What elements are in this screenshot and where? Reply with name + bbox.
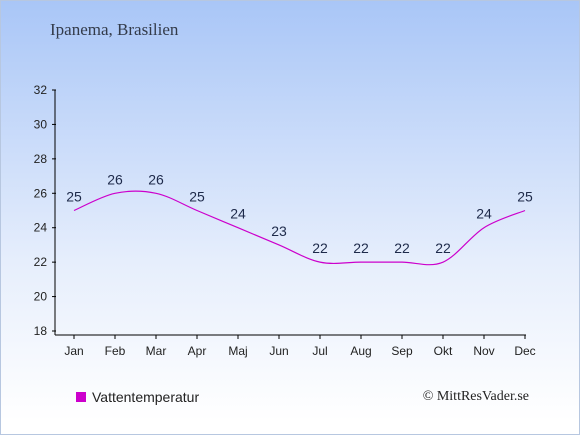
y-tick-label: 32 xyxy=(34,83,48,97)
legend: Vattentemperatur xyxy=(76,389,199,405)
x-tick-label: Aug xyxy=(350,344,371,358)
water-temperature-line xyxy=(73,190,526,266)
y-tick-label: 26 xyxy=(34,186,48,200)
x-axis-ticks: Jan Feb Mar Apr Maj Jun Jul Aug Sep Okt Nov Dec xyxy=(64,335,536,358)
data-label: 25 xyxy=(517,189,533,205)
x-tick-label: Sep xyxy=(391,344,413,358)
data-label: 24 xyxy=(230,206,246,222)
y-axis-ticks: 18 20 22 24 26 28 30 32 xyxy=(34,83,56,338)
legend-label: Vattentemperatur xyxy=(92,389,200,405)
data-label: 23 xyxy=(271,223,287,239)
x-tick-label: Apr xyxy=(188,344,207,358)
data-label: 26 xyxy=(148,171,164,187)
x-tick-label: Jun xyxy=(269,344,288,358)
legend-swatch xyxy=(76,392,86,402)
x-tick-label: Nov xyxy=(473,344,494,358)
copyright-text: © MittResVader.se xyxy=(422,389,529,404)
x-tick-label: Jul xyxy=(312,344,327,358)
y-tick-label: 20 xyxy=(34,290,48,304)
data-label: 25 xyxy=(189,189,205,205)
data-labels: 25 26 26 25 24 23 22 22 22 22 24 25 xyxy=(66,171,533,256)
y-tick-label: 24 xyxy=(34,221,48,235)
y-tick-label: 28 xyxy=(34,152,48,166)
y-tick-label: 18 xyxy=(34,324,48,338)
y-tick-label: 22 xyxy=(34,255,48,269)
data-label: 26 xyxy=(107,171,123,187)
data-label: 22 xyxy=(312,240,328,256)
y-tick-label: 30 xyxy=(34,117,48,131)
data-label: 22 xyxy=(353,240,369,256)
axes xyxy=(54,90,526,336)
data-label: 22 xyxy=(435,240,451,256)
data-label: 22 xyxy=(394,240,410,256)
x-tick-label: Okt xyxy=(434,344,453,358)
series-layer xyxy=(73,190,526,266)
data-label: 24 xyxy=(476,206,492,222)
data-label: 25 xyxy=(66,189,82,205)
x-tick-label: Mar xyxy=(146,344,167,358)
x-tick-label: Feb xyxy=(105,344,126,358)
x-tick-label: Dec xyxy=(514,344,535,358)
x-tick-label: Maj xyxy=(228,344,247,358)
x-tick-label: Jan xyxy=(64,344,83,358)
location-title: Ipanema, Brasilien xyxy=(50,20,179,39)
